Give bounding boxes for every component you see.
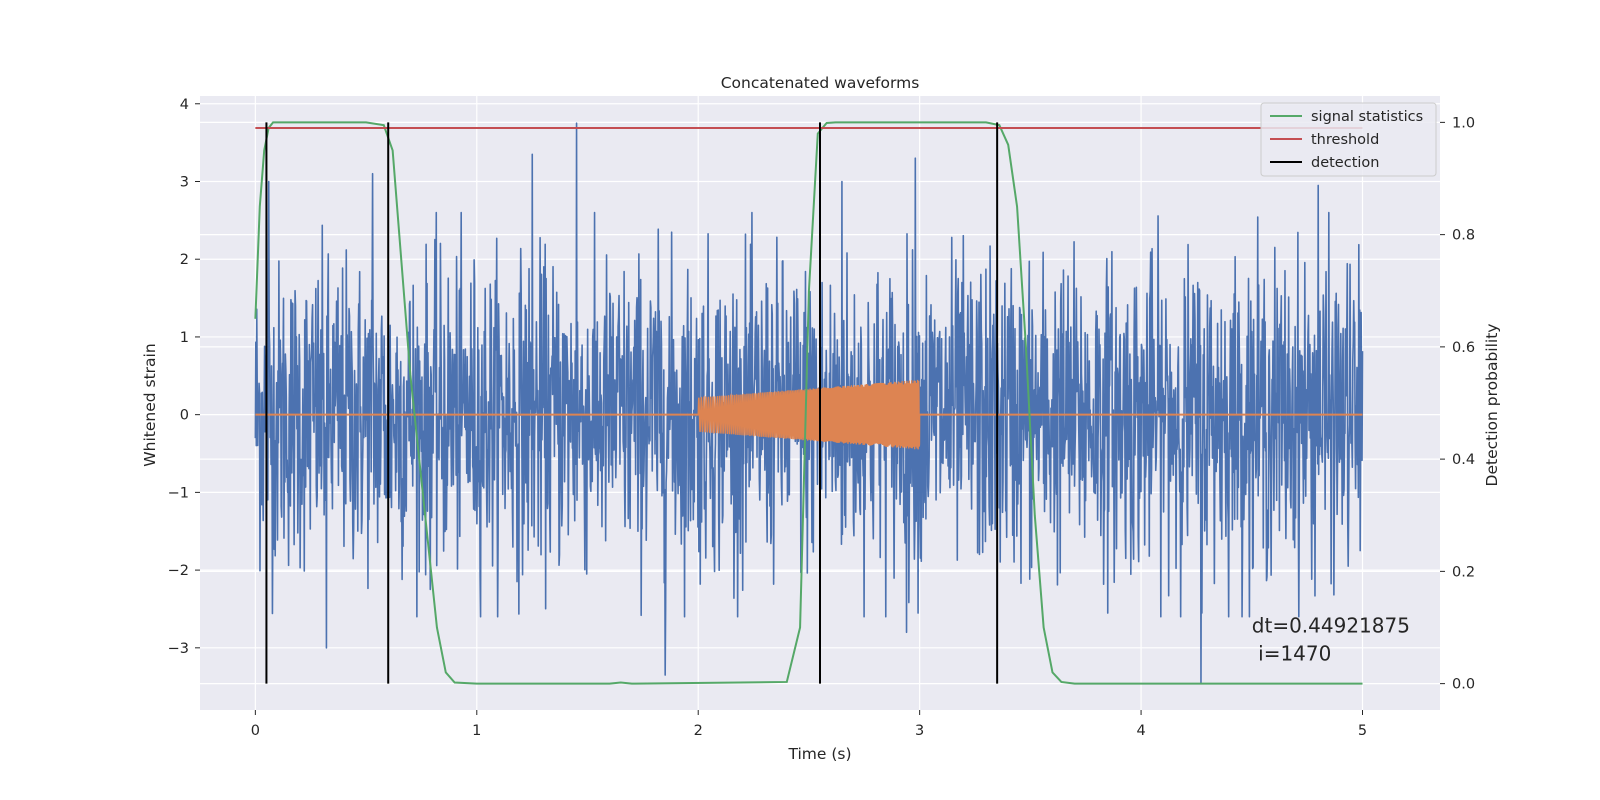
y-tick-label: 0 (180, 408, 189, 424)
legend: signal statistics threshold detection (1260, 102, 1437, 177)
annotation-index: i=1470 (1252, 641, 1332, 665)
y2-tick-label: 1.0 (1452, 115, 1475, 131)
injected-series (255, 379, 1363, 450)
x-tick-label: 5 (1358, 723, 1367, 739)
y-tick-label: −2 (168, 563, 189, 579)
y2-tick-labels: 0.0 0.2 0.4 0.6 0.8 1.0 (1440, 115, 1475, 693)
y2-axis-label: Detection probability (1483, 324, 1501, 487)
x-tick-label: 2 (694, 723, 703, 739)
legend-label-signal-statistics: signal statistics (1311, 109, 1423, 125)
signal-statistics-line (254, 121, 1363, 685)
x-axis-label: Time (s) (787, 745, 851, 763)
x-tick-label: 0 (251, 723, 260, 739)
y-tick-label: −3 (168, 641, 189, 657)
y2-tick-label: 0.6 (1452, 340, 1475, 356)
x-tick-label: 4 (1136, 723, 1145, 739)
x-tick-label: 1 (472, 723, 481, 739)
y2-tick-label: 0.2 (1452, 564, 1475, 580)
injected-chirp-line (697, 379, 921, 450)
y-tick-label: 2 (180, 252, 189, 268)
x-tick-label: 3 (915, 723, 924, 739)
annotation-dt: dt=0.44921875 (1252, 613, 1410, 637)
y-axis-label: Whitened strain (141, 343, 159, 466)
y-tick-label: −1 (168, 485, 189, 501)
legend-box (1260, 102, 1437, 177)
x-tick-labels: 0 1 2 3 4 5 (251, 710, 1367, 739)
y2-tick-label: 0.4 (1452, 452, 1475, 468)
chart-title: Concatenated waveforms (721, 74, 920, 92)
detection-series (265, 122, 999, 684)
y-tick-label: 4 (180, 97, 189, 113)
y-tick-label: 1 (180, 330, 189, 346)
y-tick-label: 3 (180, 174, 189, 190)
y2-tick-label: 0.0 (1452, 677, 1475, 693)
signal-statistics-series (254, 121, 1363, 685)
legend-label-threshold: threshold (1311, 132, 1379, 148)
y-tick-labels: −3 −2 −1 0 1 2 3 4 (168, 97, 200, 657)
legend-label-detection: detection (1311, 155, 1379, 171)
y2-tick-label: 0.8 (1452, 228, 1475, 244)
